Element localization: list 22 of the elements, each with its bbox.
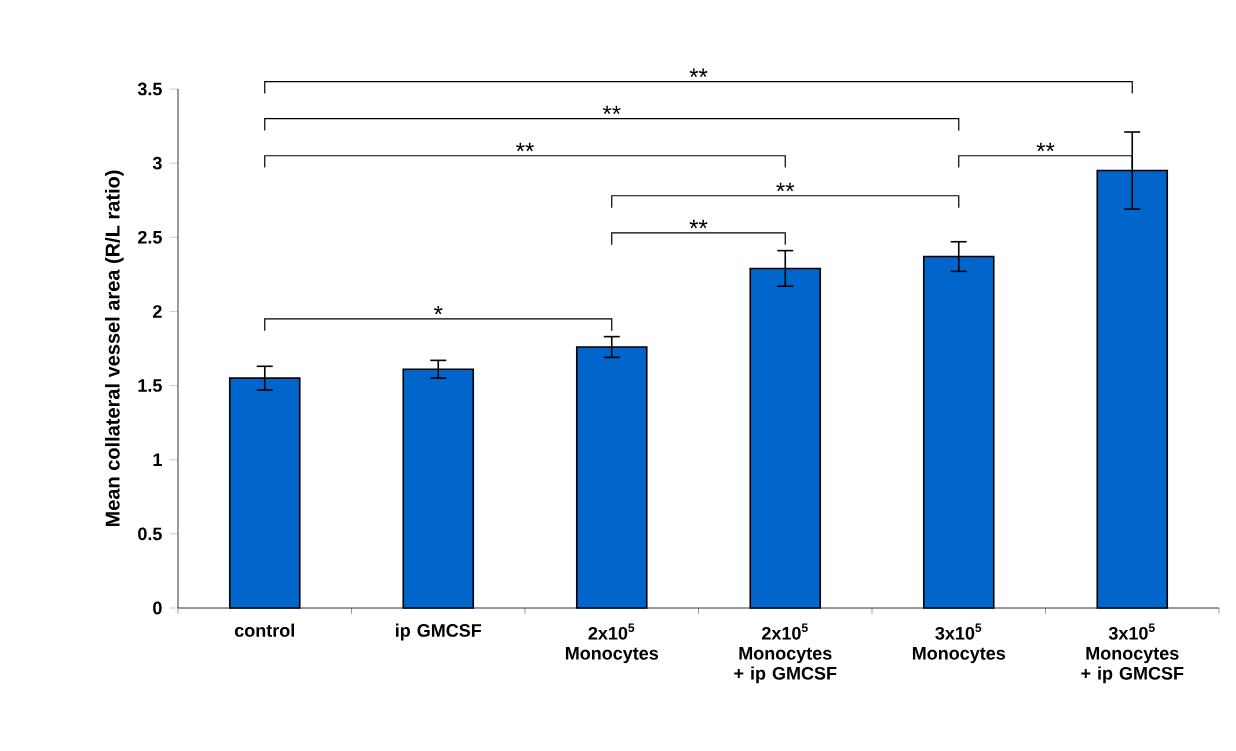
annotation: ** bbox=[1036, 142, 1055, 152]
y-tick-label: 2 bbox=[153, 305, 162, 318]
y-tick-label: 0.5 bbox=[138, 527, 162, 541]
category-label: 3x10$^{5}$ Monocytes bbox=[912, 623, 1006, 664]
y-tick-label: 3 bbox=[152, 156, 162, 170]
category-label: 2x10$^{5}$ Monocytes bbox=[565, 623, 659, 664]
y-tick-label: 0 bbox=[153, 601, 162, 615]
annotation: ** bbox=[516, 142, 534, 152]
annotation: ** bbox=[689, 219, 708, 229]
y-tick-label: 1.5 bbox=[138, 379, 162, 392]
annotation: ** bbox=[602, 105, 621, 115]
x-tick-label: control bbox=[234, 623, 294, 637]
y-tick-label: 1 bbox=[153, 453, 162, 466]
text: ** bbox=[689, 68, 708, 78]
category-label: 3x10$^{5}$ Monocytes + ip GMCSF bbox=[1081, 623, 1184, 684]
y-axis-title: Mean collateral vessel area (R/L ratio) bbox=[105, 170, 124, 527]
annotation: ** bbox=[776, 182, 795, 192]
x-tick-label: ip GMCSF bbox=[396, 623, 482, 641]
category-label: 2x10$^{5}$ Monocytes + ip GMCSF bbox=[734, 623, 837, 684]
annotation: * bbox=[433, 305, 443, 315]
y-tick-label: 2.5 bbox=[138, 230, 162, 244]
y-tick-label: 3.5 bbox=[137, 82, 162, 96]
